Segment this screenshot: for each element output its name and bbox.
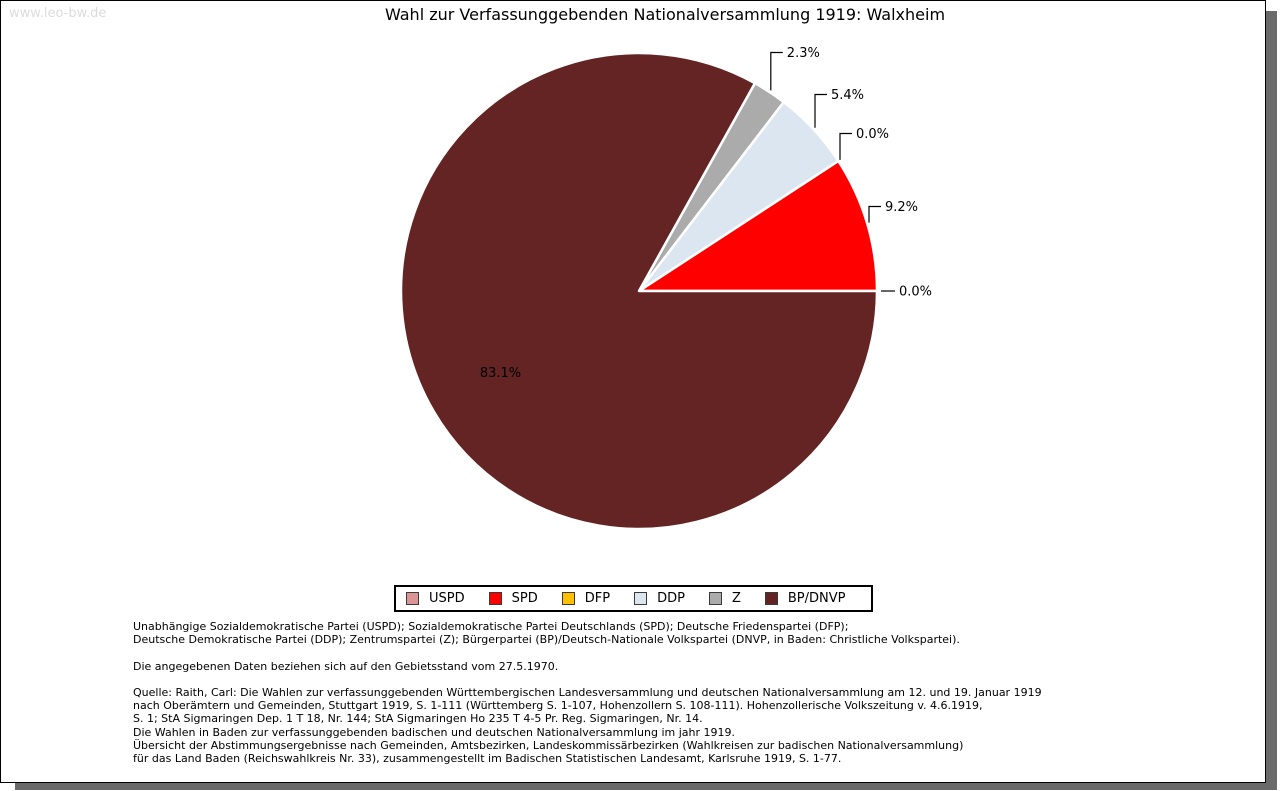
footnote-line: S. 1; StA Sigmaringen Dep. 1 T 18, Nr. 1… — [133, 712, 703, 726]
pie-slice-SPD — [637, 159, 879, 293]
legend-item-DDP: DDP — [634, 591, 685, 606]
legend-item-DFP: DFP — [561, 591, 611, 606]
pie-chart: 0.0% 9.2% 0.0% 5.4% 2.3% 83.1% — [399, 46, 932, 531]
legend-item-USPD: USPD — [406, 591, 465, 606]
leader-line-DDP — [814, 93, 827, 128]
footnotes: Unabhängige Sozialdemokratische Partei (… — [133, 620, 1042, 779]
legend-swatch-DFP — [561, 592, 575, 605]
pct-label-DDP: 5.4% — [831, 88, 864, 103]
legend-swatch-BP/DNVP — [764, 592, 778, 605]
legend-label-Z: Z — [731, 591, 741, 606]
legend-label-DFP: DFP — [584, 591, 611, 606]
chart-title: Wahl zur Verfassunggebenden Nationalvers… — [384, 5, 946, 24]
footnote-paragraph: Die angegebenen Daten beziehen sich auf … — [133, 660, 1042, 673]
legend: USPD SPD DFP DDP Z BP/DNVP — [394, 585, 873, 612]
legend-swatch-DDP — [634, 592, 648, 605]
footnote-line: Unabhängige Sozialdemokratische Partei (… — [133, 620, 849, 633]
pct-label-USPD: 0.0% — [899, 285, 932, 300]
legend-label-USPD: USPD — [429, 591, 465, 606]
leader-line-DFP — [839, 132, 852, 160]
legend-item-SPD: SPD — [488, 591, 538, 606]
legend-label-BP/DNVP: BP/DNVP — [787, 591, 846, 606]
footnote-line: Die angegebenen Daten beziehen sich auf … — [133, 659, 559, 673]
footnote-paragraph: Quelle: Raith, Carl: Die Wahlen zur verf… — [133, 686, 1042, 766]
legend-item-Z: Z — [708, 591, 741, 606]
chart-page: www.leo-bw.de Wahl zur Verfassunggebende… — [0, 0, 1266, 783]
legend-swatch-USPD — [406, 592, 419, 605]
legend-swatch-SPD — [488, 592, 502, 605]
pie-slice-BP/DNVP — [399, 51, 879, 531]
watermark: www.leo-bw.de — [9, 6, 107, 21]
pct-label-DFP: 0.0% — [856, 127, 889, 142]
legend-item-BP/DNVP: BP/DNVP — [764, 591, 846, 606]
pct-label-Z: 2.3% — [787, 46, 820, 61]
legend-label-SPD: SPD — [511, 591, 538, 606]
footnote-line: nach Oberämtern und Gemeinden, Stuttgart… — [133, 699, 983, 713]
leader-line-Z — [770, 51, 783, 91]
footnote-line: für das Land Baden (Reichswahlkreis Nr. … — [133, 752, 842, 766]
legend-label-DDP: DDP — [657, 591, 685, 606]
pct-label-SPD: 9.2% — [885, 200, 918, 215]
leader-line-SPD — [868, 205, 881, 223]
footnote-line: Übersicht der Abstimmungsergebnisse nach… — [133, 739, 964, 753]
legend-swatch-Z — [708, 592, 722, 605]
footnote-line: Deutsche Demokratische Partei (DDP); Zen… — [133, 633, 960, 647]
footnote-paragraph: Unabhängige Sozialdemokratische Partei (… — [133, 620, 1042, 647]
pct-label-BP/DNVP: 83.1% — [480, 366, 521, 381]
footnote-line: Quelle: Raith, Carl: Die Wahlen zur verf… — [133, 685, 1042, 699]
footnote-line: Die Wahlen in Baden zur verfassunggebend… — [133, 725, 736, 739]
